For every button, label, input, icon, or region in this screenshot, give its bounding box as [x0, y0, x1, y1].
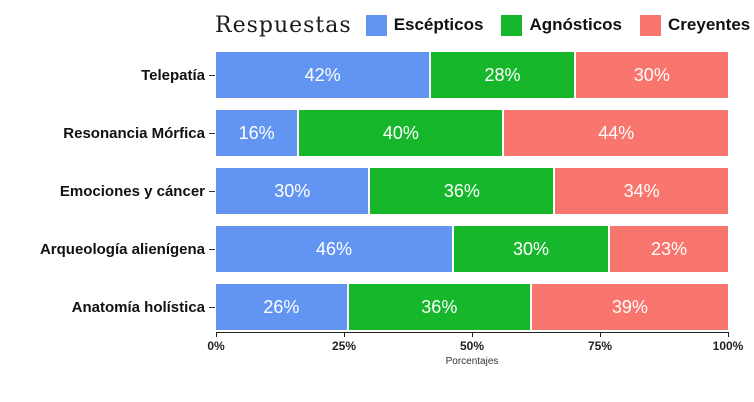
x-axis-tick-label: 75%: [587, 339, 613, 353]
legend-item: Escépticos: [365, 14, 484, 36]
x-axis-tick-mark: [343, 332, 345, 337]
bar-segment: 36%: [348, 284, 530, 330]
bar-track: 16% 40% 44%: [216, 110, 728, 156]
legend-swatch-icon: [640, 14, 662, 36]
x-axis-tick-mark: [599, 332, 601, 337]
x-axis-tick-mark: [215, 332, 217, 337]
legend-item: Agnósticos: [501, 14, 623, 36]
legend-item-label: Creyentes: [668, 15, 751, 34]
x-axis-tick-mark: [471, 332, 473, 337]
y-axis-tick: [209, 248, 215, 250]
bar-track: 42% 28% 30%: [216, 52, 729, 98]
x-axis-title: Porcentajes: [445, 356, 499, 367]
x-axis-area: 0% 25% 50% 75% 100%: [207, 332, 743, 356]
bar-segment: 39%: [531, 284, 728, 330]
x-axis-title-row: Porcentajes: [10, 356, 728, 367]
bar-segment: 30%: [454, 226, 608, 272]
bar-segment: 36%: [370, 168, 554, 214]
category-label: Resonancia Mórfica: [63, 124, 205, 142]
bar-segment: 46%: [216, 226, 453, 272]
bar-row: Emociones y cáncer 30% 36% 34%: [10, 168, 728, 214]
bar-track: 30% 36% 34%: [216, 168, 728, 214]
bar-segment: 40%: [299, 110, 503, 156]
bar-row: Anatomía holística 26% 36% 39%: [10, 284, 728, 330]
y-axis-tick: [209, 306, 215, 308]
x-axis-tick-label: 0%: [207, 339, 225, 353]
bar-segment: 34%: [555, 168, 728, 214]
bar-rows: Telepatía 42% 28% 30% Resonancia Mórfica 16% 4…: [10, 52, 729, 330]
legend-item: Creyentes: [640, 14, 751, 36]
category-label: Arqueología alienígena: [39, 240, 205, 258]
legend-swatch-icon: [501, 14, 523, 36]
bar-track: 46% 30% 23%: [216, 226, 728, 272]
bar-row: Arqueología alienígena 46% 30% 23%: [10, 226, 728, 272]
legend-item-label: Agnósticos: [529, 15, 623, 34]
legend-title: Respuestas: [215, 12, 352, 38]
bar-segment: 30%: [575, 52, 729, 98]
y-axis-tick: [209, 190, 215, 192]
bar-segment: 16%: [216, 110, 298, 156]
bar-row: Telepatía 42% 28% 30%: [10, 52, 729, 98]
x-axis-tick-mark: [727, 332, 729, 337]
x-axis: 0% 25% 50% 75% 100%: [10, 332, 743, 356]
legend-items: Escépticos Agnósticos Creyentes: [365, 14, 751, 36]
category-label: Anatomía holística: [71, 298, 205, 316]
bar-segment: 30%: [216, 168, 369, 214]
bar-row: Resonancia Mórfica 16% 40% 44%: [10, 110, 728, 156]
bar-track: 26% 36% 39%: [216, 284, 728, 330]
bar-segment: 23%: [609, 226, 728, 272]
category-label: Emociones y cáncer: [59, 182, 205, 200]
bar-segment: 26%: [216, 284, 347, 330]
category-label: Telepatía: [141, 66, 205, 84]
x-axis-tick-label: 25%: [331, 339, 357, 353]
legend: Respuestas Escépticos Agnósticos Creyentes: [215, 8, 750, 42]
bar-segment: 42%: [216, 52, 430, 98]
y-axis-tick: [209, 132, 215, 134]
legend-item-label: Escépticos: [393, 15, 484, 34]
y-axis-tick: [209, 74, 215, 76]
x-axis-tick-label: 100%: [712, 339, 744, 353]
legend-swatch-icon: [365, 14, 387, 36]
bar-segment: 28%: [431, 52, 574, 98]
axis-spacer: [10, 332, 216, 356]
bar-segment: 44%: [504, 110, 728, 156]
x-axis-tick-label: 50%: [459, 339, 485, 353]
